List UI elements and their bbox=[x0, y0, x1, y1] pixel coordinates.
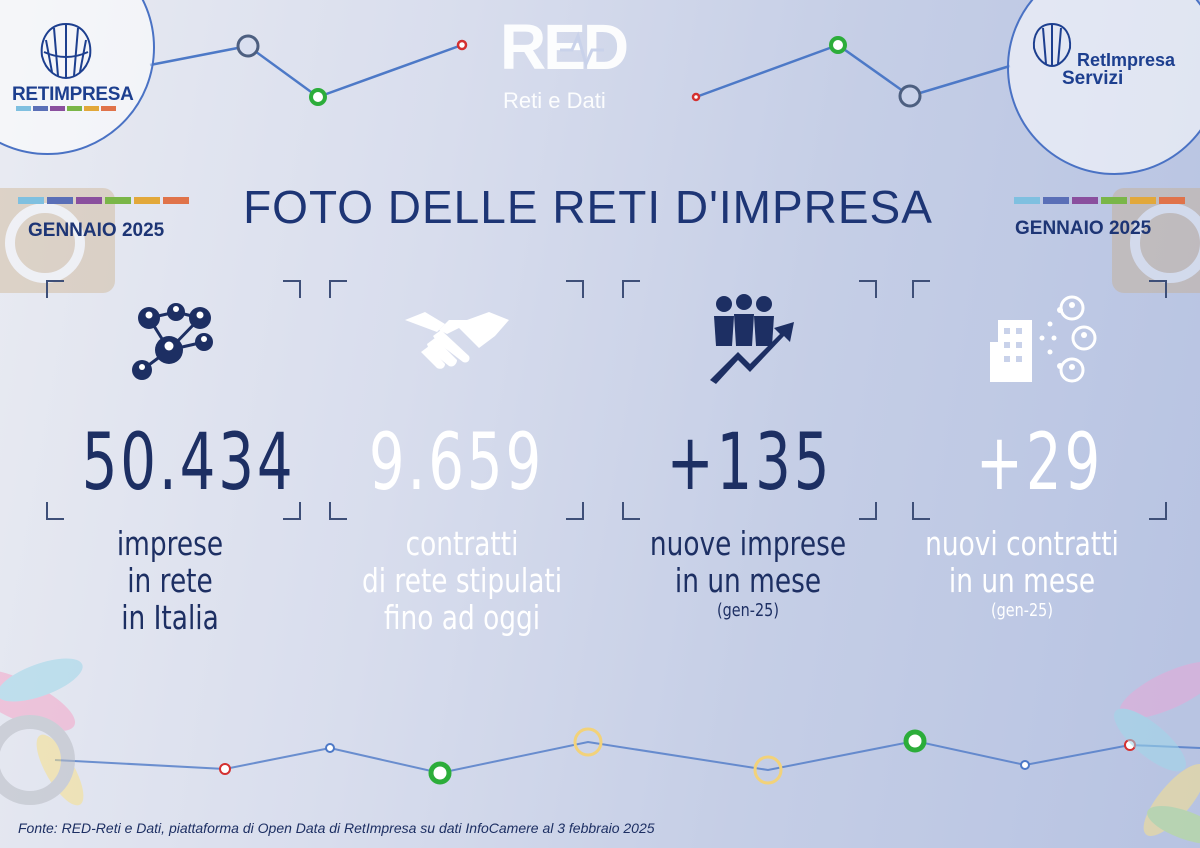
network-people-icon bbox=[131, 303, 213, 380]
handshake-icon bbox=[404, 312, 509, 369]
stat-card-contratti: 9.659 bbox=[329, 280, 584, 520]
stat-caption-contratti: contratti di rete stipulati fino ad oggi bbox=[361, 524, 563, 637]
color-stripe-right bbox=[1014, 197, 1185, 204]
color-stripe-left bbox=[18, 197, 189, 204]
red-logo-word: RED bbox=[500, 11, 629, 83]
stat-caption-nuovi-contratti: nuovi contratti in un mese (gen-25) bbox=[925, 524, 1119, 621]
shell-emblem-icon bbox=[40, 22, 92, 80]
left-logo-text: RETIMPRESA bbox=[12, 84, 134, 105]
people-growth-icon bbox=[709, 294, 794, 384]
right-logo-text-line1: RetImpresa bbox=[1077, 50, 1176, 70]
stat-caption-imprese: imprese in rete in Italia bbox=[116, 524, 224, 637]
red-logo-subtitle: Reti e Dati bbox=[503, 88, 606, 113]
page-title: FOTO DELLE RETI D'IMPRESA bbox=[243, 181, 933, 233]
source-footnote: Fonte: RED-Reti e Dati, piattaforma di O… bbox=[18, 820, 655, 836]
stat-value-contratti: 9.659 bbox=[368, 418, 545, 508]
stat-value-nuove-imprese: +135 bbox=[666, 418, 833, 508]
month-label-right: GENNAIO 2025 bbox=[1015, 218, 1152, 239]
camera-watermark-icon bbox=[0, 188, 115, 293]
stat-value-imprese: 50.434 bbox=[81, 418, 296, 508]
stat-card-nuove-imprese: +135 bbox=[622, 280, 877, 520]
month-label-left: GENNAIO 2025 bbox=[28, 220, 165, 241]
stat-caption-nuove-imprese: nuove imprese in un mese (gen-25) bbox=[649, 524, 847, 621]
camera-watermark-icon bbox=[1112, 188, 1200, 293]
shell-emblem-icon bbox=[1032, 22, 1072, 68]
stat-value-nuovi-contratti: +29 bbox=[975, 418, 1104, 508]
stat-card-imprese: 50.434 bbox=[46, 280, 301, 520]
right-logo-text-line2: Servizi bbox=[1062, 68, 1124, 89]
stat-card-nuovi-contratti: +29 bbox=[912, 280, 1167, 520]
building-connections-icon bbox=[989, 295, 1096, 383]
pulse-arrow-icon bbox=[560, 31, 604, 69]
left-logo-color-bar bbox=[16, 106, 116, 111]
